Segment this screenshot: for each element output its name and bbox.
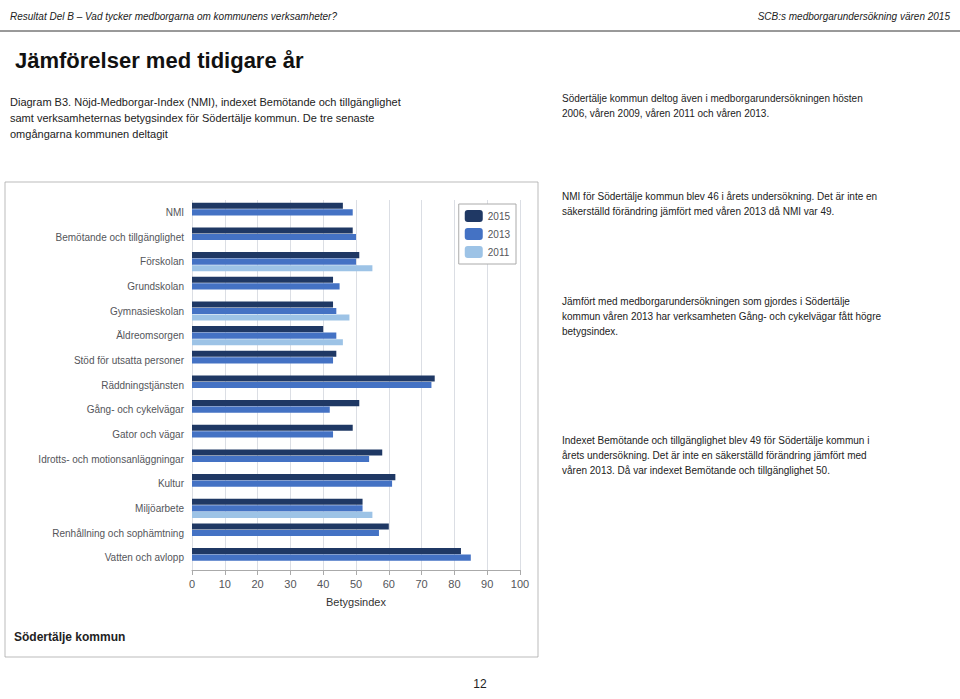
svg-text:2006, våren 2009, våren 2011 o: 2006, våren 2009, våren 2011 och våren 2…: [562, 108, 769, 119]
svg-text:0: 0: [189, 578, 195, 590]
svg-text:12: 12: [473, 677, 487, 691]
svg-text:Äldreomsorgen: Äldreomsorgen: [116, 330, 184, 341]
svg-text:40: 40: [317, 578, 329, 590]
svg-text:2013: 2013: [488, 229, 511, 240]
svg-text:Diagram B3. Nöjd-Medborgar-Ind: Diagram B3. Nöjd-Medborgar-Index (NMI), …: [10, 96, 401, 108]
svg-text:Förskolan: Förskolan: [140, 256, 184, 267]
svg-text:Södertälje kommun deltog även: Södertälje kommun deltog även i medborga…: [562, 93, 863, 104]
svg-text:Jämförelser med tidigare år: Jämförelser med tidigare år: [15, 48, 304, 73]
svg-text:årets undersökning. Det är int: årets undersökning. Det är inte en säker…: [562, 450, 867, 461]
svg-text:Betygsindex: Betygsindex: [326, 596, 386, 608]
svg-text:Jämfört med medborgarundersökn: Jämfört med medborgarundersökningen som …: [562, 296, 850, 307]
svg-text:Gymnasieskolan: Gymnasieskolan: [110, 306, 184, 317]
svg-text:Miljöarbete: Miljöarbete: [135, 503, 184, 514]
svg-text:Indexet Bemötande och tillgäng: Indexet Bemötande och tillgänglighet ble…: [562, 435, 869, 446]
svg-text:100: 100: [511, 578, 529, 590]
svg-text:våren 2013. Då var indexet Bem: våren 2013. Då var indexet Bemötande och…: [562, 465, 830, 476]
svg-text:samt verksamheternas betygsind: samt verksamheternas betygsindex för Söd…: [10, 112, 374, 124]
svg-text:SCB:s medborgarundersökning v: SCB:s medborgarundersökning vären 2015: [758, 11, 951, 22]
svg-text:Resultat Del B – Vad tycker me: Resultat Del B – Vad tycker medborgarna …: [10, 11, 337, 22]
svg-text:50: 50: [350, 578, 362, 590]
svg-text:kommun våren 2013 har verksamh: kommun våren 2013 har verksamheten Gång-…: [562, 311, 881, 322]
svg-text:90: 90: [481, 578, 493, 590]
svg-text:Idrotts- och motionsanläggning: Idrotts- och motionsanläggningar: [38, 454, 184, 465]
svg-text:2015: 2015: [488, 211, 511, 222]
svg-text:Bemötande och tillgänglighet: Bemötande och tillgänglighet: [56, 232, 185, 243]
svg-text:2011: 2011: [488, 247, 510, 258]
svg-text:säkerställd förändring jämfört: säkerställd förändring jämfört med våren…: [562, 206, 834, 217]
svg-text:NMI: NMI: [166, 207, 184, 218]
svg-text:60: 60: [383, 578, 395, 590]
svg-text:Grundskolan: Grundskolan: [127, 281, 184, 292]
svg-text:Renhållning och sophämtning: Renhållning och sophämtning: [52, 528, 184, 539]
svg-text:Gator och vägar: Gator och vägar: [112, 429, 184, 440]
svg-text:30: 30: [284, 578, 296, 590]
svg-text:70: 70: [415, 578, 427, 590]
svg-text:omgångarna kommunen deltagit: omgångarna kommunen deltagit: [10, 128, 168, 140]
svg-text:10: 10: [219, 578, 231, 590]
svg-text:Stöd för utsatta personer: Stöd för utsatta personer: [74, 355, 185, 366]
svg-text:Räddningstjänsten: Räddningstjänsten: [101, 380, 184, 391]
svg-text:80: 80: [448, 578, 460, 590]
svg-text:20: 20: [251, 578, 263, 590]
svg-text:Vatten och avlopp: Vatten och avlopp: [105, 552, 185, 563]
svg-text:betygsindex.: betygsindex.: [562, 326, 618, 337]
svg-text:NMI för Södertälje kommun blev: NMI för Södertälje kommun blev 46 i året…: [562, 191, 877, 202]
svg-text:Gång- och cykelvägar: Gång- och cykelvägar: [87, 404, 185, 415]
svg-text:Södertälje kommun: Södertälje kommun: [14, 630, 125, 644]
svg-text:Kultur: Kultur: [158, 478, 185, 489]
